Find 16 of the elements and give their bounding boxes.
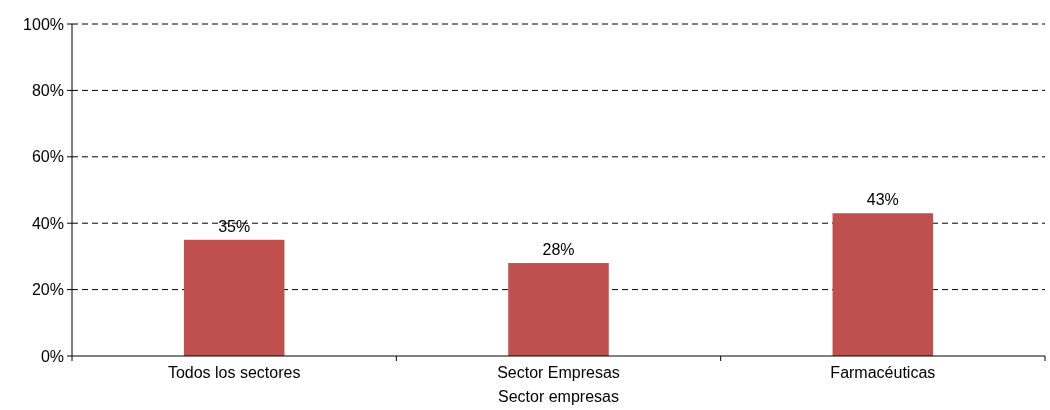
x-tick-label: Farmacéuticas <box>830 364 936 381</box>
data-label: 43% <box>866 191 899 209</box>
x-tick-label: Sector Empresas <box>497 364 620 381</box>
x-tick-label: Todos los sectores <box>167 364 301 381</box>
data-label: 28% <box>542 241 575 259</box>
text: Sector empresas <box>498 388 619 405</box>
y-tick-label: 60% <box>31 148 64 166</box>
data-label: 35% <box>218 217 251 235</box>
y-tick-label: 80% <box>31 82 64 99</box>
bar <box>183 239 285 356</box>
bar <box>832 213 934 356</box>
bar <box>508 263 609 356</box>
y-tick-label: 100% <box>23 15 64 33</box>
y-tick-label: 40% <box>31 214 64 232</box>
y-tick-label: 0% <box>40 347 64 365</box>
y-tick-label: 20% <box>31 281 64 299</box>
